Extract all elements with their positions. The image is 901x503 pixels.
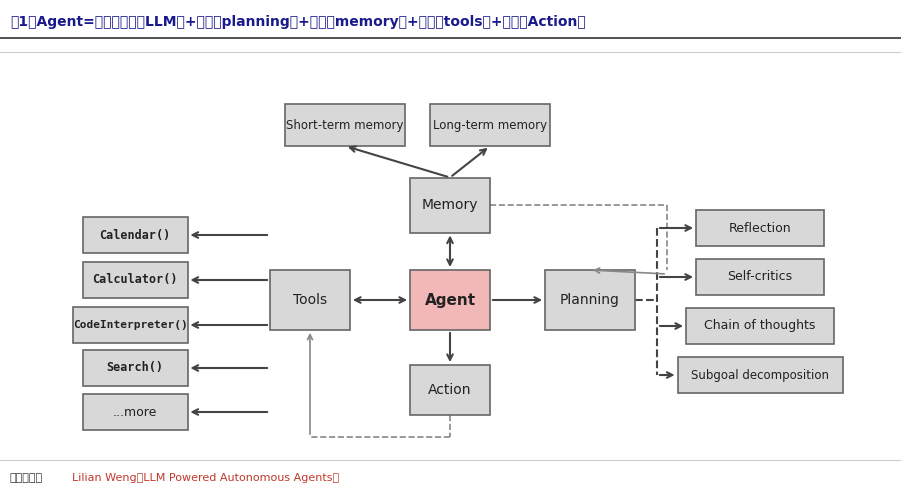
Bar bbox=[410, 365, 490, 415]
Bar bbox=[83, 350, 187, 386]
Bar bbox=[410, 270, 490, 330]
Bar bbox=[686, 308, 834, 344]
Text: ...more: ...more bbox=[113, 405, 157, 418]
Text: Lilian Weng《LLM Powered Autonomous Agents》: Lilian Weng《LLM Powered Autonomous Agent… bbox=[72, 473, 339, 483]
Bar bbox=[696, 210, 824, 246]
Bar bbox=[83, 217, 187, 253]
Text: Calculator(): Calculator() bbox=[92, 274, 177, 287]
Text: Subgoal decomposition: Subgoal decomposition bbox=[691, 369, 829, 381]
Text: Short-term memory: Short-term memory bbox=[287, 119, 404, 131]
Text: Action: Action bbox=[428, 383, 472, 397]
Bar bbox=[410, 178, 490, 232]
Text: Tools: Tools bbox=[293, 293, 327, 307]
Bar bbox=[430, 104, 550, 146]
Bar bbox=[285, 104, 405, 146]
Text: Search(): Search() bbox=[106, 362, 163, 375]
Bar bbox=[696, 259, 824, 295]
Text: 资料来源：: 资料来源： bbox=[10, 473, 43, 483]
Text: Long-term memory: Long-term memory bbox=[433, 119, 547, 131]
Bar bbox=[678, 357, 842, 393]
Text: Agent: Agent bbox=[424, 293, 476, 307]
Text: Reflection: Reflection bbox=[729, 221, 791, 234]
Bar bbox=[83, 394, 187, 430]
Bar bbox=[83, 262, 187, 298]
Text: Planning: Planning bbox=[560, 293, 620, 307]
Bar bbox=[270, 270, 350, 330]
Bar bbox=[72, 307, 187, 343]
Text: Self-critics: Self-critics bbox=[727, 271, 793, 284]
Text: 图1：Agent=大语言模型（LLM）+规划（planning）+记忆（memory）+工具（tools）+行动（Action）: 图1：Agent=大语言模型（LLM）+规划（planning）+记忆（memo… bbox=[10, 15, 586, 29]
Text: Calendar(): Calendar() bbox=[99, 228, 170, 241]
Bar bbox=[545, 270, 635, 330]
Text: Memory: Memory bbox=[422, 198, 478, 212]
Text: CodeInterpreter(): CodeInterpreter() bbox=[73, 320, 187, 330]
Text: Chain of thoughts: Chain of thoughts bbox=[705, 319, 815, 332]
